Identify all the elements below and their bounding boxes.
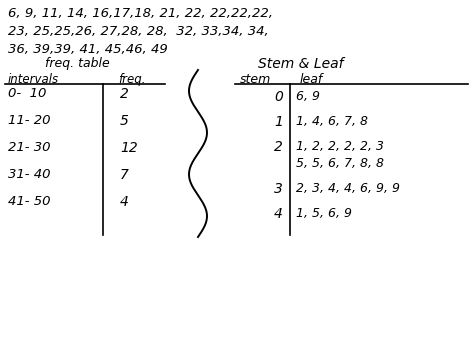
Text: 36, 39,39, 41, 45,46, 49: 36, 39,39, 41, 45,46, 49 [8, 43, 168, 56]
Text: intervals: intervals [8, 73, 59, 86]
Text: leaf: leaf [300, 73, 323, 86]
Text: 4: 4 [274, 207, 283, 221]
Text: freq.: freq. [118, 73, 146, 86]
Text: 12: 12 [120, 141, 138, 155]
Text: 3: 3 [274, 182, 283, 196]
Text: 5: 5 [120, 114, 129, 128]
Text: 1, 5, 6, 9: 1, 5, 6, 9 [296, 207, 352, 220]
Text: Stem & Leaf: Stem & Leaf [258, 57, 344, 71]
Text: 6, 9: 6, 9 [296, 90, 320, 103]
Text: 1, 2, 2, 2, 2, 3: 1, 2, 2, 2, 2, 3 [296, 140, 384, 153]
Text: 31- 40: 31- 40 [8, 168, 51, 181]
Text: stem: stem [240, 73, 271, 86]
Text: 7: 7 [120, 168, 129, 182]
Text: 2, 3, 4, 4, 6, 9, 9: 2, 3, 4, 4, 6, 9, 9 [296, 182, 400, 195]
Text: 4: 4 [120, 195, 129, 209]
Text: 41- 50: 41- 50 [8, 195, 51, 208]
Text: 0: 0 [274, 90, 283, 104]
Text: 1: 1 [274, 115, 283, 129]
Text: 1, 4, 6, 7, 8: 1, 4, 6, 7, 8 [296, 115, 368, 128]
Text: 5, 5, 6, 7, 8, 8: 5, 5, 6, 7, 8, 8 [296, 157, 384, 170]
Text: 2: 2 [120, 87, 129, 101]
Text: 11- 20: 11- 20 [8, 114, 51, 127]
Text: 0-  10: 0- 10 [8, 87, 46, 100]
Text: 2: 2 [274, 140, 283, 154]
Text: freq. table: freq. table [45, 57, 110, 70]
Text: 6, 9, 11, 14, 16,17,18, 21, 22, 22,22,22,: 6, 9, 11, 14, 16,17,18, 21, 22, 22,22,22… [8, 7, 273, 20]
Text: 21- 30: 21- 30 [8, 141, 51, 154]
Text: 23, 25,25,26, 27,28, 28,  32, 33,34, 34,: 23, 25,25,26, 27,28, 28, 32, 33,34, 34, [8, 25, 269, 38]
